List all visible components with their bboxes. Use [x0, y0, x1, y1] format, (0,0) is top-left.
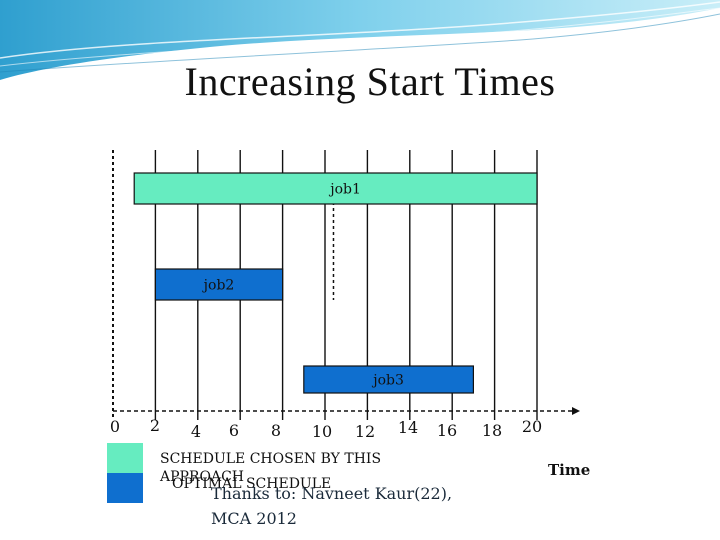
x-axis-title: Time — [548, 461, 591, 479]
x-axis-arrow-icon — [572, 407, 580, 415]
bar-job3 — [303, 365, 474, 394]
x-tick-14: 14 — [398, 418, 418, 437]
x-tick-20: 20 — [522, 417, 542, 436]
bar-label-job3: job3 — [371, 373, 404, 389]
bar-label-job1: job1 — [328, 182, 361, 198]
legend-label-greedy: SCHEDULE CHOSEN BY THIS APPROACH — [160, 451, 382, 485]
x-tick-4: 4 — [191, 422, 201, 441]
legend-swatch-optimal — [107, 473, 143, 503]
legend-label-optimal: OPTIMAL SCHEDULE — [172, 476, 332, 492]
x-tick-2: 2 — [150, 416, 160, 435]
bar-job1 — [133, 172, 538, 205]
x-tick-10: 10 — [312, 422, 332, 441]
legend-swatch-greedy — [107, 443, 143, 473]
x-tick-18: 18 — [482, 421, 502, 440]
slide-title: Increasing Start Times — [184, 59, 556, 104]
x-tick-6: 6 — [229, 421, 239, 440]
x-tick-16: 16 — [437, 421, 457, 440]
x-tick-8: 8 — [271, 421, 281, 440]
header-wave-decoration — [0, 0, 720, 80]
bar-label-job2: job2 — [202, 278, 235, 294]
bar-job2 — [154, 268, 284, 301]
credit-text: Thanks to: Navneet Kaur(22), MCA 2012 — [211, 484, 453, 528]
x-tick-12: 12 — [355, 422, 375, 441]
x-tick-0: 0 — [110, 417, 120, 436]
